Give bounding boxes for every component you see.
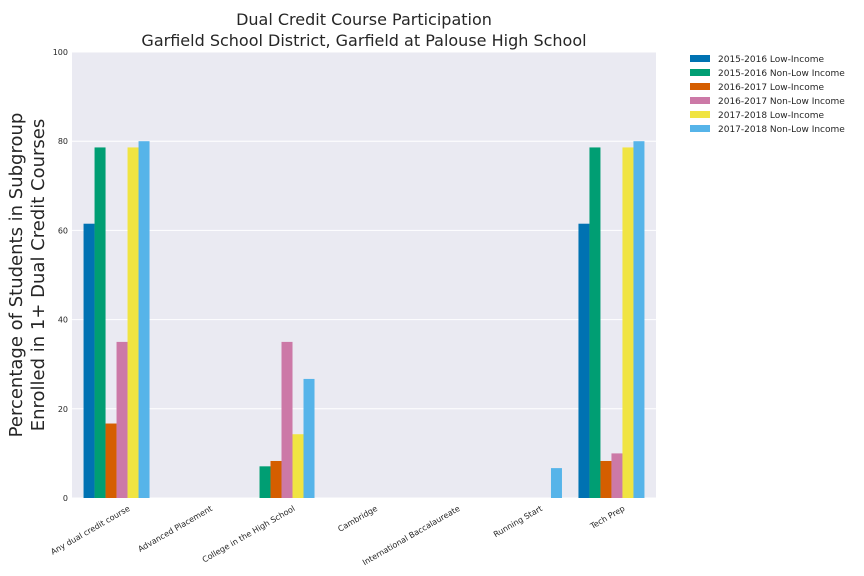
bar xyxy=(281,341,293,498)
legend-swatch xyxy=(690,83,710,90)
y-tick-label: 80 xyxy=(58,137,68,146)
x-tick-label: Running Start xyxy=(492,504,544,539)
chart-title: Dual Credit Course Participation xyxy=(236,10,492,29)
legend-label: 2015-2016 Low-Income xyxy=(718,55,824,65)
y-tick-label: 20 xyxy=(58,405,68,414)
y-axis-label-line2: Enrolled in 1+ Dual Credit Courses xyxy=(28,119,49,432)
bar xyxy=(138,141,150,498)
x-tick-label: College in the High School xyxy=(201,504,297,564)
x-tick-label: Advanced Placement xyxy=(137,504,214,554)
bar xyxy=(127,147,139,498)
legend-swatch xyxy=(690,125,710,132)
bar xyxy=(259,466,271,498)
bar xyxy=(600,460,612,498)
legend-label: 2016-2017 Non-Low Income xyxy=(718,97,845,107)
legend-label: 2017-2018 Non-Low Income xyxy=(718,125,845,135)
y-axis-ticks: 0 20 40 60 80 100 xyxy=(53,48,68,503)
x-tick-label: Cambridge xyxy=(336,504,379,534)
legend: 2015-2016 Low-Income 2015-2016 Non-Low In… xyxy=(690,55,845,135)
legend-swatch xyxy=(690,111,710,118)
bar xyxy=(94,147,106,498)
legend-label: 2017-2018 Low-Income xyxy=(718,111,824,121)
bar xyxy=(633,141,645,498)
bar xyxy=(578,223,590,498)
y-tick-label: 60 xyxy=(58,226,68,235)
chart-subtitle: Garfield School District, Garfield at Pa… xyxy=(141,31,586,50)
bar xyxy=(622,147,634,498)
bar xyxy=(83,223,95,498)
y-axis-label-line1: Percentage of Students in Subgroup xyxy=(6,113,27,438)
legend-label: 2016-2017 Low-Income xyxy=(718,83,824,93)
bar xyxy=(303,378,315,498)
bar xyxy=(611,453,623,498)
y-tick-label: 100 xyxy=(53,48,68,57)
bar xyxy=(292,434,304,498)
x-axis-ticks: Any dual credit course Advanced Placement… xyxy=(49,504,626,567)
bar xyxy=(589,147,601,498)
bar xyxy=(550,468,562,498)
legend-swatch xyxy=(690,69,710,76)
y-tick-label: 40 xyxy=(58,316,68,325)
bar xyxy=(116,341,128,498)
legend-swatch xyxy=(690,97,710,104)
plot-area xyxy=(72,52,656,498)
bar xyxy=(105,423,117,498)
x-tick-label: Any dual credit course xyxy=(49,504,131,557)
x-tick-label: Tech Prep xyxy=(588,504,627,531)
y-tick-label: 0 xyxy=(63,494,68,503)
legend-swatch xyxy=(690,55,710,62)
legend-label: 2015-2016 Non-Low Income xyxy=(718,69,845,79)
bars xyxy=(83,141,645,498)
bar xyxy=(270,460,282,498)
